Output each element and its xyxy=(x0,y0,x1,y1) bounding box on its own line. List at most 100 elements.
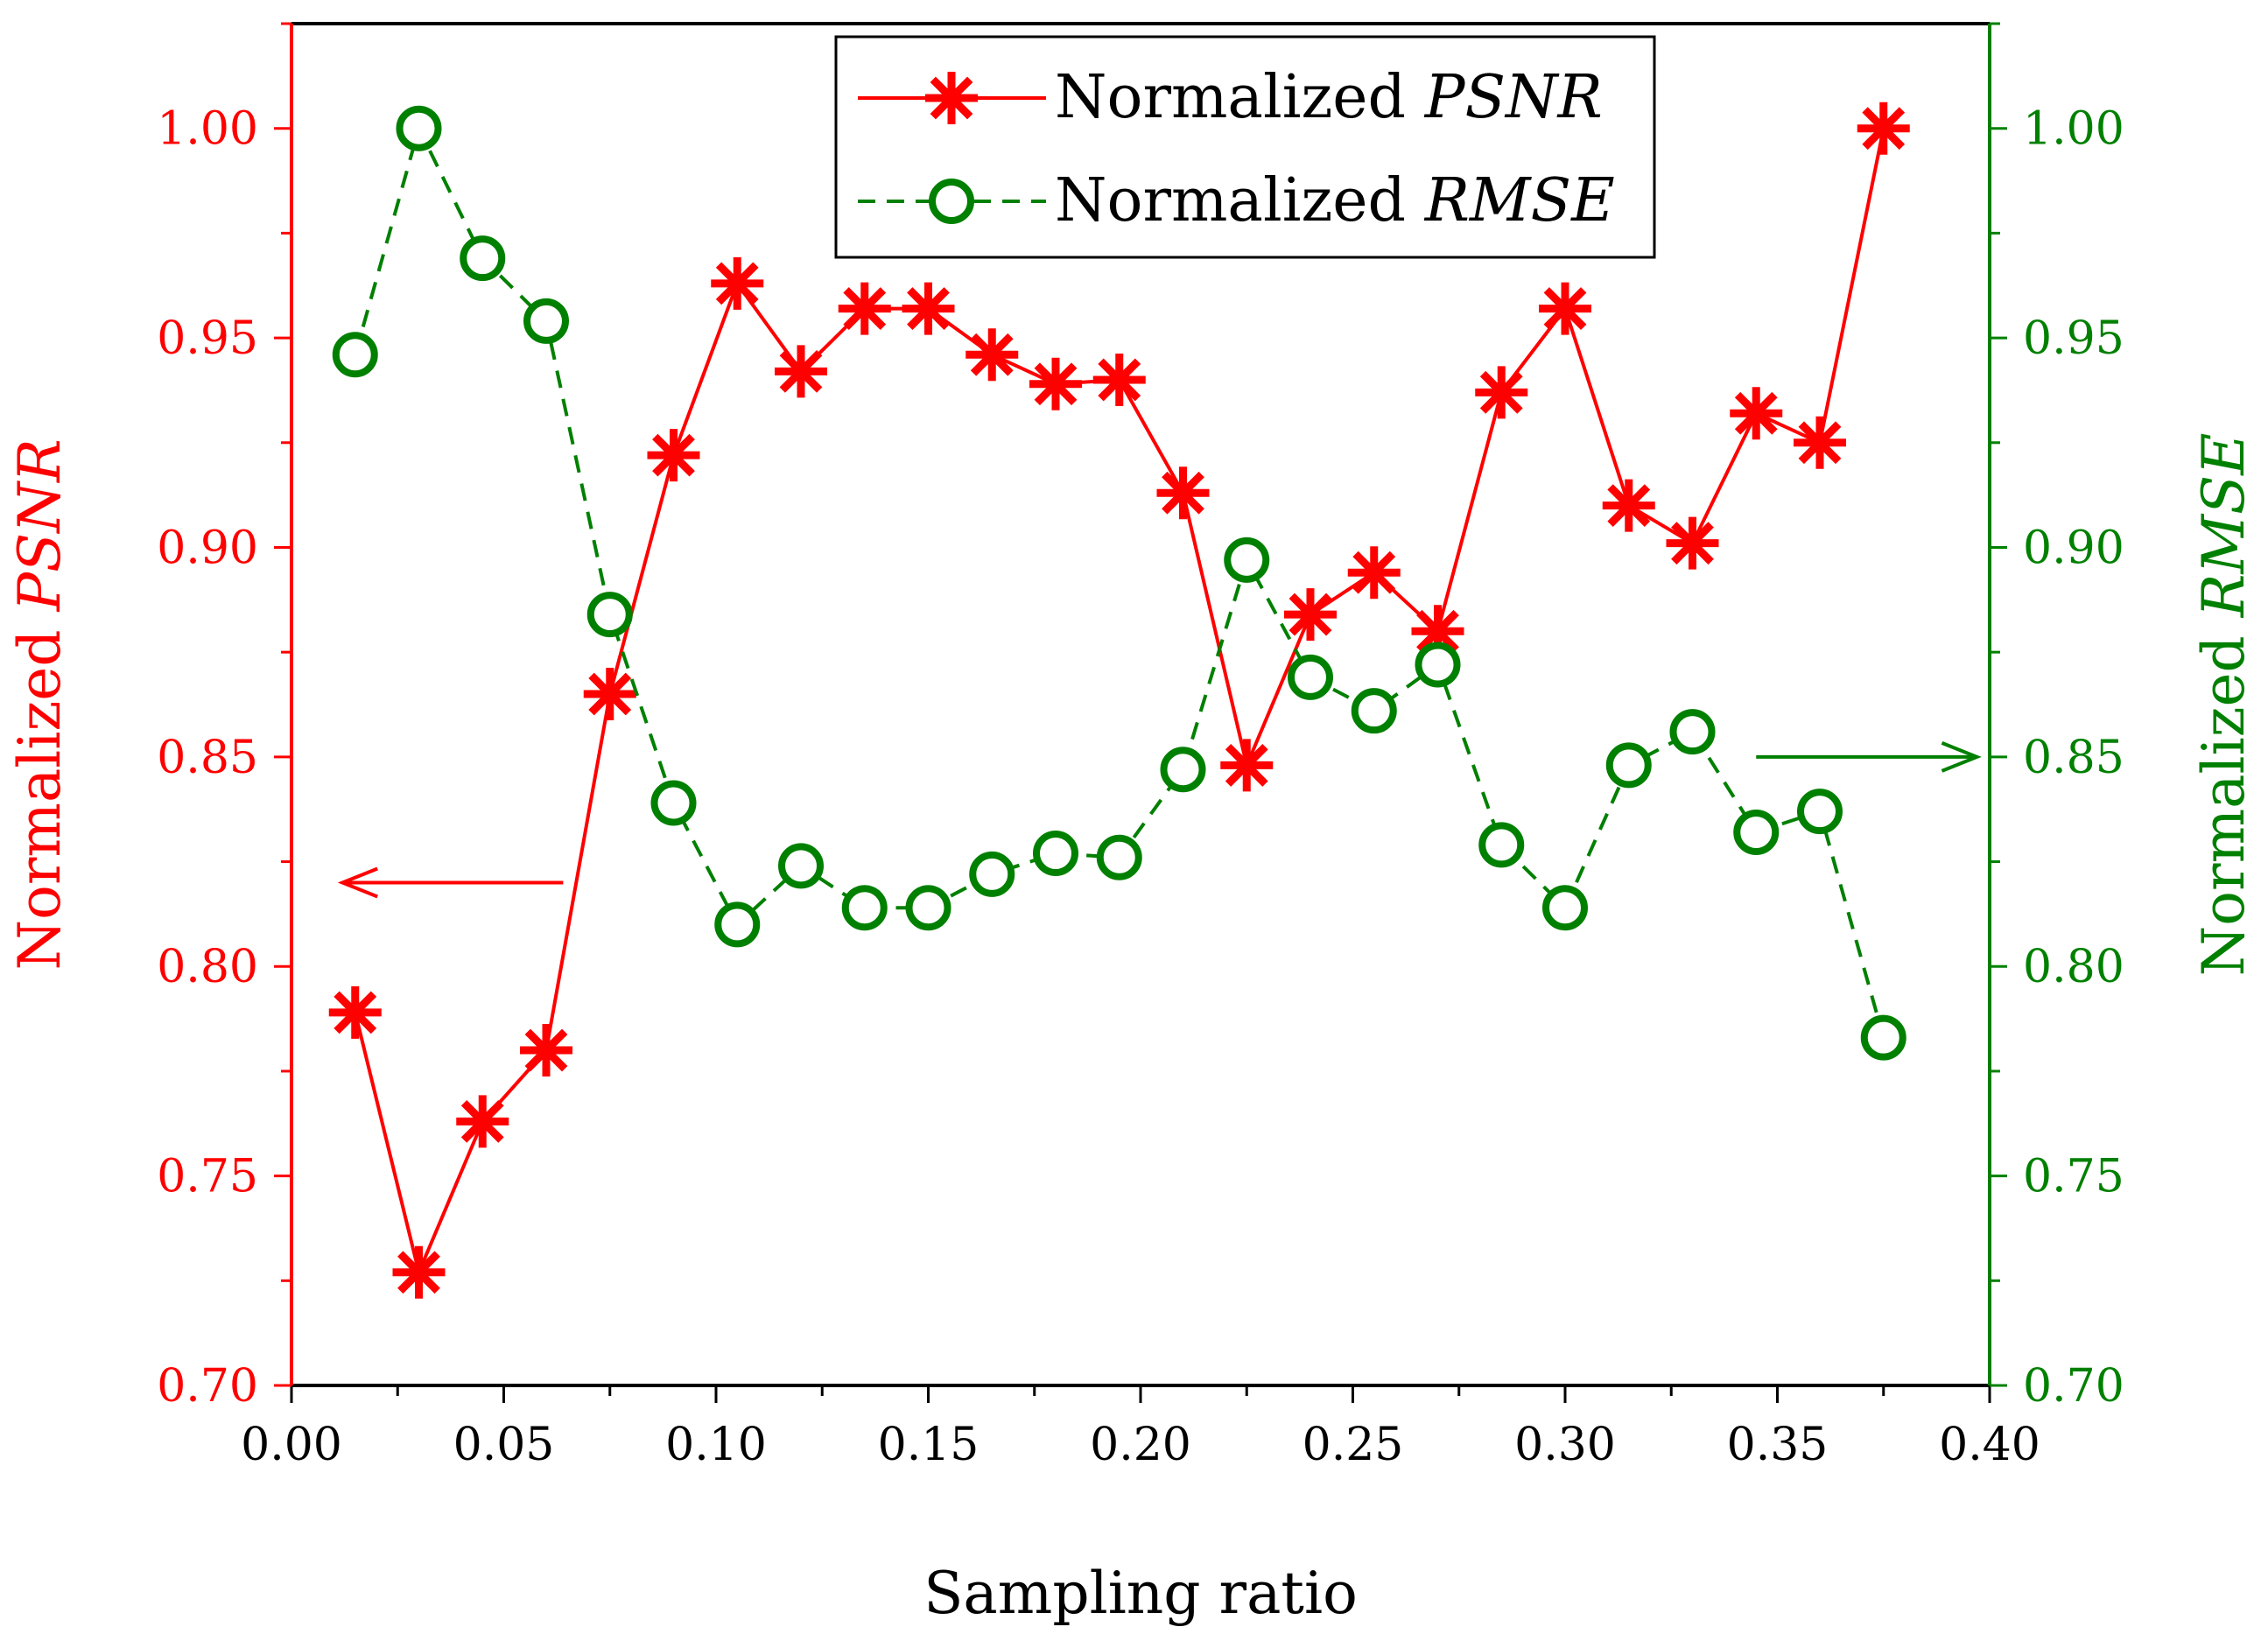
series-layer xyxy=(328,102,1910,1299)
data-point-psnr xyxy=(1666,516,1719,570)
asterisk-stroke xyxy=(1288,593,1332,636)
data-point-psnr xyxy=(902,282,955,335)
y-right-tick-label: 1.00 xyxy=(2023,103,2124,156)
data-point-rmse xyxy=(1860,1014,1906,1061)
y-axis-left-label-italic: PSNR xyxy=(6,438,74,612)
data-point-psnr xyxy=(1156,466,1210,520)
data-point-psnr xyxy=(838,282,891,335)
series-psnr xyxy=(328,102,1910,1299)
annotation-arrows xyxy=(337,740,1982,899)
y-left-tick-label: 0.75 xyxy=(157,1151,258,1203)
data-point-psnr xyxy=(1029,357,1082,410)
data-point-psnr xyxy=(1857,102,1910,155)
data-point-rmse xyxy=(460,235,506,282)
data-point-psnr xyxy=(1475,366,1528,419)
data-point-rmse xyxy=(1288,654,1333,700)
data-point-psnr xyxy=(775,345,827,398)
arrow-head xyxy=(337,866,378,899)
y-right-tick-label: 0.70 xyxy=(2023,1360,2124,1413)
legend-box xyxy=(834,35,1656,259)
data-point-rmse xyxy=(1605,742,1652,789)
asterisk-stroke xyxy=(334,991,377,1034)
asterisk-stroke xyxy=(779,349,823,393)
asterisk-stroke xyxy=(652,433,695,477)
data-point-rmse xyxy=(586,592,633,638)
asterisk-stroke xyxy=(460,1099,504,1143)
legend-marker xyxy=(929,179,974,224)
data-point-psnr xyxy=(1284,588,1337,642)
data-point-rmse xyxy=(650,780,697,826)
legend-label-prefix: Normalized xyxy=(1055,166,1425,235)
legend-label: Normalized PSNR xyxy=(1055,63,1603,132)
data-point-psnr xyxy=(711,256,764,310)
data-point-psnr xyxy=(1730,387,1783,440)
asterisk-stroke xyxy=(1479,370,1523,414)
x-tick-label: 0.20 xyxy=(1090,1419,1191,1471)
legend-marker xyxy=(925,72,978,124)
legend-item-psnr: Normalized PSNR xyxy=(858,63,1603,132)
asterisk-stroke xyxy=(1862,107,1906,151)
data-point-rmse xyxy=(1415,642,1461,688)
asterisk-stroke xyxy=(1034,362,1078,406)
data-point-psnr xyxy=(583,668,636,721)
y-left-tick-label: 0.85 xyxy=(157,732,258,784)
x-tick-label: 0.00 xyxy=(241,1419,342,1471)
data-point-rmse xyxy=(1351,688,1397,734)
axes: 0.00 0.05 0.10 0.15 0.20 0.25 0.30 0.35 0.40 0.70… xyxy=(157,22,2124,1471)
arrow-head xyxy=(1941,740,1982,773)
asterisk-stroke xyxy=(1352,551,1396,594)
asterisk-stroke xyxy=(843,287,887,330)
data-point-rmse xyxy=(1733,810,1780,856)
y-right-tick-label: 0.95 xyxy=(2023,312,2124,365)
asterisk-stroke xyxy=(397,1251,440,1294)
y-left-tick-label: 0.70 xyxy=(157,1360,258,1413)
data-point-rmse xyxy=(905,885,951,931)
asterisk-stroke xyxy=(1734,391,1778,435)
y-right-tick-label: 0.80 xyxy=(2023,941,2124,993)
series-line-psnr xyxy=(353,128,1885,1279)
x-tick-label: 0.15 xyxy=(878,1419,980,1471)
asterisk-stroke xyxy=(970,333,1014,376)
data-point-psnr xyxy=(1539,282,1591,335)
x-axis-label: Sampling ratio xyxy=(923,1560,1358,1627)
data-point-rmse xyxy=(1160,747,1206,793)
asterisk-stroke xyxy=(1416,609,1459,653)
asterisk-stroke xyxy=(1543,287,1587,330)
y-right-tick-label: 0.90 xyxy=(2023,522,2124,574)
y-left-tick-label: 0.95 xyxy=(157,312,258,365)
data-point-rmse xyxy=(332,332,378,378)
data-point-rmse xyxy=(969,851,1015,897)
x-tick-label: 0.10 xyxy=(665,1419,767,1471)
data-point-psnr xyxy=(965,328,1019,382)
x-tick-label: 0.05 xyxy=(453,1419,555,1471)
legend-label-italic: RMSE xyxy=(1423,166,1615,235)
data-point-psnr xyxy=(1411,605,1464,658)
x-tick-label: 0.30 xyxy=(1514,1419,1616,1471)
data-point-rmse xyxy=(1033,830,1078,876)
asterisk-stroke xyxy=(1798,421,1842,465)
data-point-rmse xyxy=(1797,789,1843,835)
data-point-rmse xyxy=(396,105,442,151)
y-axis-left-label-prefix: Normalized xyxy=(6,611,74,970)
y-right-tick-label: 0.75 xyxy=(2023,1151,2124,1203)
x-tick-label: 0.40 xyxy=(1939,1419,2040,1471)
data-point-psnr xyxy=(520,1023,572,1076)
data-point-psnr xyxy=(647,429,700,482)
asterisk-stroke xyxy=(524,1028,568,1072)
legend-label-prefix: Normalized xyxy=(1055,63,1425,132)
asterisk-stroke xyxy=(1098,358,1141,402)
data-point-rmse xyxy=(1669,709,1716,755)
data-point-psnr xyxy=(1794,416,1846,469)
data-point-rmse xyxy=(778,843,824,889)
data-point-psnr xyxy=(1220,739,1274,792)
data-point-rmse xyxy=(523,298,569,344)
data-point-psnr xyxy=(1602,479,1655,532)
y-left-tick-label: 0.80 xyxy=(157,941,258,993)
asterisk-stroke xyxy=(1162,471,1204,515)
data-point-psnr xyxy=(1347,546,1401,600)
asterisk-stroke xyxy=(1671,522,1714,565)
data-point-rmse xyxy=(1542,885,1588,931)
asterisk-stroke xyxy=(715,262,759,305)
